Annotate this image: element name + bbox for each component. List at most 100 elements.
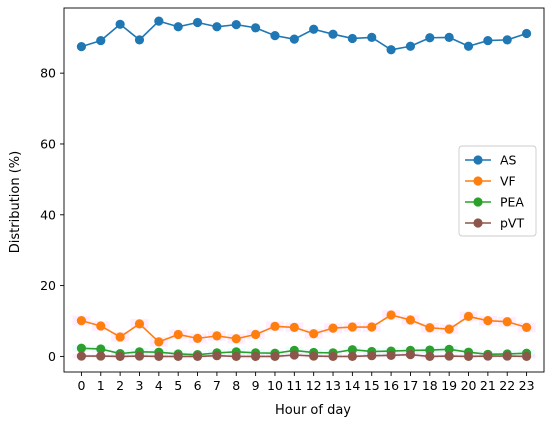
x-tick-label: 11 [286,378,302,393]
point-vf-12 [309,329,319,339]
point-pvt-3 [134,351,145,361]
legend-marker-as [473,155,483,165]
point-as-1 [96,35,106,46]
x-tick-label: 18 [422,378,438,393]
legend-marker-vf [473,176,483,186]
point-as-0 [76,41,87,52]
point-pvt-0 [76,351,87,361]
point-as-13 [328,29,338,39]
point-as-10 [270,31,280,41]
point-as-3 [134,35,145,45]
point-vf-13 [328,323,338,333]
x-tick-label: 19 [441,378,457,393]
point-as-23 [521,28,532,39]
point-vf-6 [192,333,203,343]
point-as-21 [483,35,493,46]
point-vf-10 [270,321,280,331]
series-as [76,16,532,55]
point-vf-7 [212,331,222,341]
series-layer [76,16,532,362]
x-tick-label: 21 [480,378,496,393]
point-as-22 [502,35,512,45]
point-vf-2 [115,332,125,342]
point-pvt-14 [347,351,357,362]
x-tick-label: 3 [136,378,144,393]
point-as-14 [347,33,357,44]
legend-label-pvt: pVT [500,216,524,231]
point-vf-9 [251,329,261,340]
point-vf-14 [347,322,357,332]
x-tick-label: 2 [116,378,124,393]
y-tick-label: 60 [40,136,56,151]
y-tick-label: 20 [40,278,56,293]
x-tick-label: 15 [364,378,380,393]
point-pea-14 [347,345,357,355]
point-pvt-13 [328,351,338,362]
point-pvt-21 [483,351,493,361]
point-as-2 [115,19,125,29]
point-vf-8 [231,334,241,344]
x-axis-label: Hour of day [275,403,351,418]
point-pea-1 [96,344,106,354]
legend-label-as: AS [500,153,517,168]
legend-item-as: AS [465,153,517,168]
point-pvt-6 [192,351,203,362]
point-pvt-22 [502,351,512,361]
point-vf-19 [444,324,454,334]
point-pvt-10 [270,351,280,362]
point-pvt-19 [444,351,454,361]
x-tick-label: 0 [77,378,85,393]
point-as-20 [463,41,474,51]
point-vf-20 [463,311,474,322]
legend-item-pvt: pVT [465,216,524,231]
plot-frame [63,7,545,373]
x-tick-label: 13 [325,378,341,393]
point-as-6 [192,17,203,28]
point-as-16 [386,45,396,55]
point-as-5 [173,22,183,32]
legend-marker-pvt [473,218,483,228]
point-pvt-1 [96,351,106,361]
x-tick-label: 8 [232,378,240,393]
point-pvt-23 [521,351,532,362]
point-pvt-11 [289,350,299,360]
point-vf-5 [173,329,183,340]
x-tick-label: 5 [174,378,182,393]
legend-label-pea: PEA [500,195,524,210]
point-vf-4 [154,337,164,347]
point-vf-17 [405,315,416,325]
axes-layer: 0 1 2 3 4 5 6 7 8 9 10 11 12 13 14 15 16 17 18 19 20 21 22 2302… [40,7,545,393]
point-pvt-15 [367,351,377,361]
x-tick-label: 23 [519,378,535,393]
series-vf [76,310,532,347]
point-pea-19 [444,344,454,354]
point-pvt-4 [154,351,164,362]
x-tick-label: 20 [461,378,477,393]
x-tick-label: 16 [383,378,399,393]
y-tick-label: 40 [40,207,56,222]
point-vf-15 [367,322,377,332]
point-vf-23 [521,322,532,332]
point-as-4 [154,16,164,26]
legend: AS VF PEA pVT [458,145,537,237]
point-pea-0 [76,343,87,353]
x-tick-label: 4 [155,378,163,393]
x-tick-label: 22 [499,378,515,393]
point-as-19 [444,32,454,42]
x-tick-label: 6 [194,378,202,393]
point-pvt-2 [115,351,125,362]
point-vf-22 [502,317,512,327]
point-vf-18 [425,323,435,333]
x-tick-label: 12 [306,378,322,393]
point-pvt-20 [463,351,474,362]
x-tick-label: 14 [344,378,360,393]
point-pvt-7 [212,351,222,361]
point-as-8 [231,20,241,30]
legend-item-vf: VF [465,174,516,189]
point-vf-16 [386,310,396,320]
y-tick-label: 80 [40,66,56,81]
x-tick-label: 1 [97,378,105,393]
point-pvt-9 [251,351,261,362]
